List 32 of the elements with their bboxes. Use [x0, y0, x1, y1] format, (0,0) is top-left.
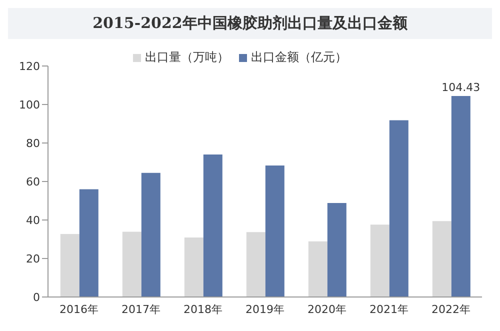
- bar: [308, 241, 328, 297]
- y-tick-label: 20: [26, 252, 40, 266]
- y-tick-label: 80: [26, 136, 40, 150]
- bar: [122, 232, 142, 297]
- x-tick-label: 2019年: [246, 302, 284, 316]
- x-tick-label: 2018年: [184, 302, 222, 316]
- bar: [184, 238, 204, 297]
- x-tick-label: 2020年: [308, 302, 346, 316]
- y-tick-label: 120: [19, 60, 40, 73]
- y-tick-label: 60: [26, 175, 40, 188]
- bar: [389, 120, 408, 297]
- legend-label: 出口金额（亿元）: [251, 50, 347, 64]
- data-label: 104.43: [442, 80, 480, 94]
- bar: [79, 189, 98, 297]
- x-tick-label: 2021年: [370, 302, 408, 316]
- x-tick-label: 2022年: [432, 302, 470, 316]
- bar: [141, 172, 160, 297]
- bar: [60, 234, 80, 297]
- x-tick-label: 2016年: [60, 302, 98, 316]
- y-tick-label: 0: [33, 290, 40, 304]
- chart-title: 2015-2022年中国橡胶助剂出口量及出口金额: [8, 8, 492, 39]
- bar: [327, 203, 346, 297]
- bar: [432, 221, 452, 297]
- legend-label: 出口量（万吨）: [145, 50, 229, 64]
- x-tick-label: 2017年: [122, 302, 160, 316]
- bar: [451, 96, 470, 297]
- y-tick-label: 40: [26, 214, 40, 227]
- bar: [370, 224, 390, 297]
- bar: [246, 232, 266, 297]
- bar: [265, 166, 284, 297]
- y-tick-label: 100: [19, 98, 40, 112]
- bar: [203, 154, 222, 297]
